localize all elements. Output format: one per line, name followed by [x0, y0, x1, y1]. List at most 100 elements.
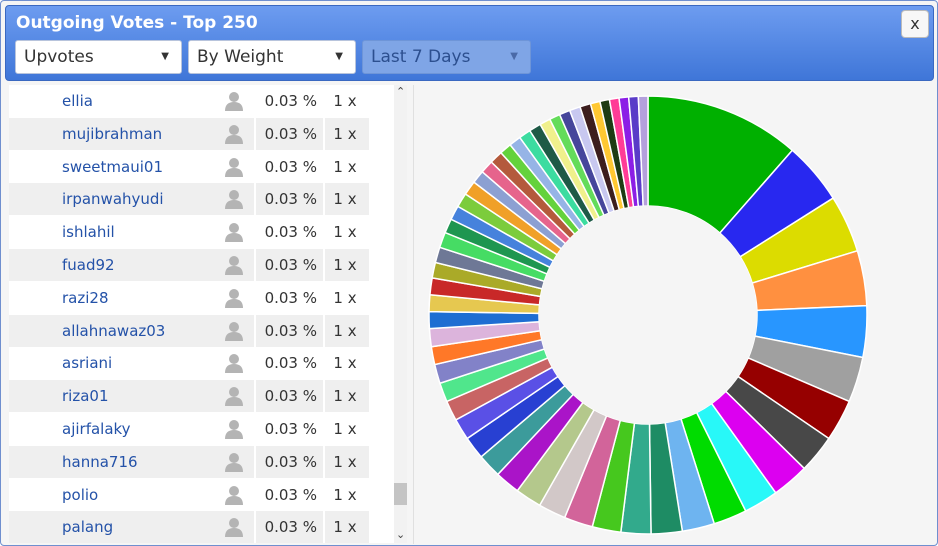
row-rank-cell	[11, 316, 50, 346]
table-row[interactable]: razi28 0.03 % 1 x	[9, 281, 369, 314]
user-silhouette-icon[interactable]	[224, 321, 244, 341]
column-divider	[254, 150, 256, 183]
table-row[interactable]: mujibrahman 0.03 % 1 x	[9, 117, 369, 150]
vote-count: 1 x	[333, 124, 357, 143]
donut-hole	[539, 206, 757, 424]
voter-name-link[interactable]: irpanwahyudi	[62, 190, 164, 209]
row-rank-cell	[11, 381, 50, 411]
column-divider	[323, 347, 325, 380]
voter-name-link[interactable]: sweetmaui01	[62, 157, 163, 176]
column-divider	[254, 380, 256, 413]
table-row[interactable]: hanna716 0.03 % 1 x	[9, 445, 369, 478]
vote-count: 1 x	[333, 354, 357, 373]
column-divider	[254, 445, 256, 478]
voter-name-link[interactable]: asriani	[62, 354, 113, 373]
voter-name-link[interactable]: palang	[62, 518, 114, 537]
voter-name-link[interactable]: ishlahil	[62, 223, 115, 242]
user-silhouette-icon[interactable]	[224, 452, 244, 472]
chevron-down-icon[interactable]: ⌄	[396, 528, 406, 541]
list-scrollbar[interactable]: ⌃ ⌄	[394, 85, 407, 543]
column-divider	[323, 150, 325, 183]
user-silhouette-icon[interactable]	[224, 288, 244, 308]
table-row[interactable]: palang 0.03 % 1 x	[9, 511, 369, 543]
votes-donut-chart-pane	[413, 85, 932, 544]
vote-percent: 0.03 %	[264, 321, 317, 340]
vote-count: 1 x	[333, 387, 357, 406]
row-rank-cell	[11, 250, 50, 280]
vote-type-value: Upvotes	[24, 47, 94, 67]
row-rank-cell	[11, 512, 50, 542]
user-silhouette-icon[interactable]	[224, 386, 244, 407]
vote-count: 1 x	[333, 485, 357, 504]
vote-percent: 0.03 %	[264, 157, 317, 176]
table-row[interactable]: irpanwahyudi 0.03 % 1 x	[9, 183, 369, 216]
table-row[interactable]: asriani 0.03 % 1 x	[9, 347, 369, 380]
voter-name-link[interactable]: riza01	[62, 387, 109, 406]
voter-name-link[interactable]: ajirfalaky	[62, 420, 131, 438]
column-divider	[254, 117, 256, 150]
period-value: Last 7 Days	[371, 47, 471, 67]
column-divider	[323, 314, 325, 347]
chevron-up-icon[interactable]: ⌃	[396, 85, 406, 98]
user-silhouette-icon[interactable]	[224, 189, 244, 210]
period-select[interactable]: Last 7 Days ▼	[362, 40, 531, 74]
vote-percent: 0.03 %	[264, 387, 317, 406]
user-silhouette-icon[interactable]	[224, 485, 244, 505]
row-rank-cell	[11, 283, 50, 313]
votes-donut-chart	[428, 95, 868, 535]
voters-list[interactable]: ellia 0.03 % 1 x mujibrahman 0.03 % 1 x sweetm…	[9, 85, 407, 543]
user-silhouette-icon[interactable]	[224, 255, 244, 275]
caret-down-icon: ▼	[335, 51, 343, 62]
column-divider	[323, 117, 325, 150]
voter-name-link[interactable]: allahnawaz03	[62, 321, 166, 340]
voter-name-link[interactable]: mujibrahman	[62, 124, 163, 143]
user-silhouette-icon[interactable]	[224, 419, 244, 439]
voter-name-link[interactable]: ellia	[62, 92, 93, 110]
row-rank-cell	[11, 184, 50, 214]
voter-name-link[interactable]: fuad92	[62, 256, 115, 274]
caret-down-icon: ▼	[510, 51, 518, 62]
close-button[interactable]: x	[901, 10, 929, 38]
row-rank-cell	[11, 480, 50, 510]
table-row[interactable]: ajirfalaky 0.03 % 1 x	[9, 413, 369, 445]
user-silhouette-icon[interactable]	[224, 353, 244, 374]
column-divider	[323, 511, 325, 543]
row-rank-cell	[11, 86, 50, 116]
row-rank-cell	[11, 152, 50, 182]
vote-count: 1 x	[333, 92, 357, 110]
vote-count: 1 x	[333, 452, 357, 471]
vote-percent: 0.03 %	[264, 518, 317, 537]
vote-count: 1 x	[333, 321, 357, 340]
user-silhouette-icon[interactable]	[224, 222, 244, 243]
scrollbar-thumb[interactable]	[394, 483, 407, 505]
column-divider	[323, 85, 325, 117]
table-row[interactable]: polio 0.03 % 1 x	[9, 478, 369, 511]
vote-percent: 0.03 %	[264, 354, 317, 373]
sort-by-select[interactable]: By Weight ▼	[188, 40, 356, 74]
table-row[interactable]: sweetmaui01 0.03 % 1 x	[9, 150, 369, 183]
window-header: Outgoing Votes - Top 250 x Upvotes ▼ By …	[5, 5, 934, 81]
vote-percent: 0.03 %	[264, 288, 317, 307]
vote-count: 1 x	[333, 518, 357, 537]
column-divider	[323, 478, 325, 511]
column-divider	[254, 347, 256, 380]
row-rank-cell	[11, 217, 50, 247]
vote-type-select[interactable]: Upvotes ▼	[15, 40, 182, 74]
voter-name-link[interactable]: razi28	[62, 288, 109, 307]
column-divider	[254, 413, 256, 445]
voter-name-link[interactable]: polio	[62, 485, 99, 504]
table-row[interactable]: fuad92 0.03 % 1 x	[9, 249, 369, 281]
voter-name-link[interactable]: hanna716	[62, 452, 138, 471]
user-silhouette-icon[interactable]	[224, 124, 244, 144]
table-row[interactable]: riza01 0.03 % 1 x	[9, 380, 369, 413]
table-row[interactable]: allahnawaz03 0.03 % 1 x	[9, 314, 369, 347]
vote-percent: 0.03 %	[264, 190, 317, 209]
column-divider	[323, 216, 325, 249]
user-silhouette-icon[interactable]	[224, 517, 244, 538]
user-silhouette-icon[interactable]	[224, 157, 244, 177]
table-row[interactable]: ellia 0.03 % 1 x	[9, 85, 369, 117]
vote-count: 1 x	[333, 223, 357, 242]
table-row[interactable]: ishlahil 0.03 % 1 x	[9, 216, 369, 249]
vote-percent: 0.03 %	[264, 452, 317, 471]
user-silhouette-icon[interactable]	[224, 91, 244, 111]
